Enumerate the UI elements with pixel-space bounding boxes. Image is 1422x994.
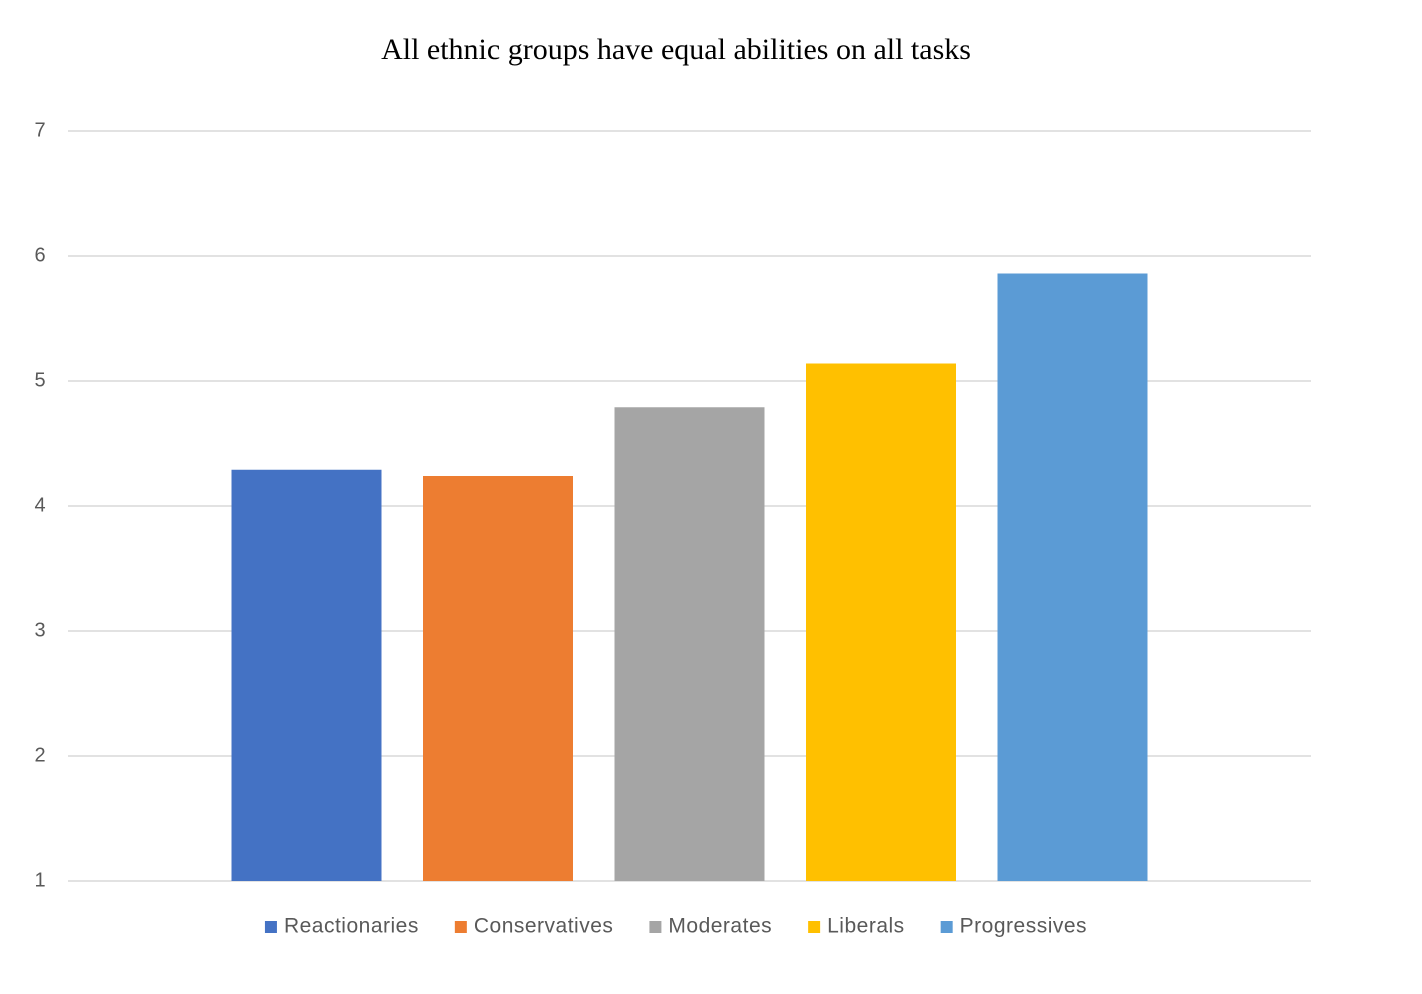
y-tick-label: 3: [34, 619, 45, 641]
bar: [806, 363, 956, 881]
bar: [423, 476, 573, 881]
legend-swatch: [454, 921, 467, 933]
y-tick-label: 6: [34, 244, 45, 266]
legend-swatch: [649, 921, 662, 933]
legend-label: Conservatives: [474, 915, 614, 938]
y-tick-label: 2: [34, 744, 45, 766]
y-tick-label: 7: [34, 119, 45, 141]
bar: [231, 469, 382, 881]
legend-swatch: [808, 921, 821, 933]
y-tick-label: 4: [34, 494, 45, 516]
legend-swatch: [940, 921, 953, 933]
legend-swatch: [264, 921, 277, 933]
bar: [614, 407, 765, 881]
legend-label: Progressives: [960, 915, 1087, 938]
legend-label: Liberals: [827, 915, 905, 938]
y-tick-label: 5: [34, 369, 45, 391]
y-tick-label: 1: [34, 869, 45, 891]
chart-title: All ethnic groups have equal abilities o…: [381, 33, 971, 66]
legend-label: Reactionaries: [284, 915, 419, 938]
legend-label: Moderates: [668, 915, 772, 938]
bar: [997, 273, 1148, 881]
